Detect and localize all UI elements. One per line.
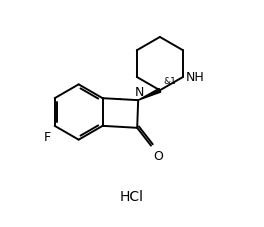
Text: F: F [44, 130, 51, 143]
Text: O: O [153, 149, 163, 162]
Text: N: N [134, 86, 144, 99]
Text: &1: &1 [164, 77, 177, 86]
Text: HCl: HCl [120, 189, 144, 203]
Polygon shape [138, 89, 161, 101]
Text: NH: NH [186, 71, 205, 84]
